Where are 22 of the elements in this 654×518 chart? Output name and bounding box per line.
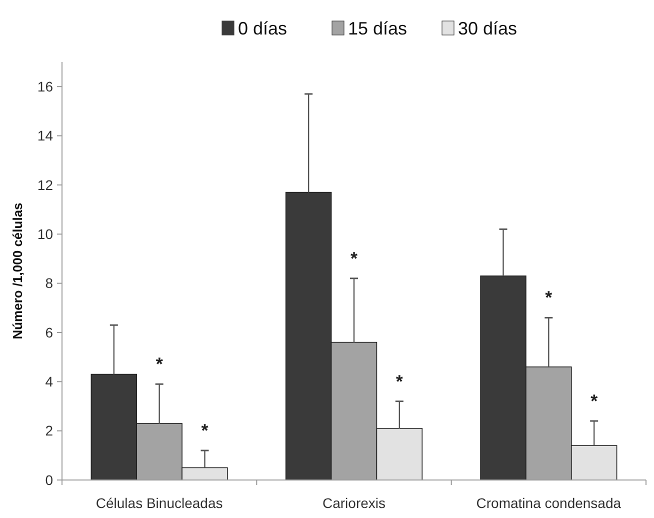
y-tick-label: 8 — [45, 275, 54, 292]
y-tick-label: 6 — [45, 324, 54, 340]
y-tick-label: 16 — [37, 78, 54, 94]
annotation: * — [156, 354, 163, 374]
y-tick-label: 14 — [37, 128, 54, 144]
y-tick-label: 0 — [45, 472, 54, 488]
legend-label: 15 días — [348, 18, 408, 38]
annotation: * — [545, 288, 552, 308]
y-tick-label: 10 — [37, 226, 54, 242]
x-tick-label: Cariorexis — [322, 495, 386, 511]
legend-label: 0 días — [238, 18, 288, 38]
y-tick-label: 2 — [45, 422, 54, 439]
y-tick-label: 4 — [45, 374, 54, 390]
y-axis-title: Número /1,000 células — [10, 202, 25, 340]
legend-label: 30 días — [458, 18, 518, 38]
x-tick-label: Células Binucleadas — [96, 495, 223, 511]
annotation: * — [590, 390, 598, 411]
annotation: * — [396, 371, 403, 392]
annotation: * — [350, 248, 358, 268]
y-tick-label: 12 — [37, 176, 54, 193]
annotation: * — [201, 420, 208, 440]
x-tick-label: Cromatina condensada — [476, 495, 622, 511]
